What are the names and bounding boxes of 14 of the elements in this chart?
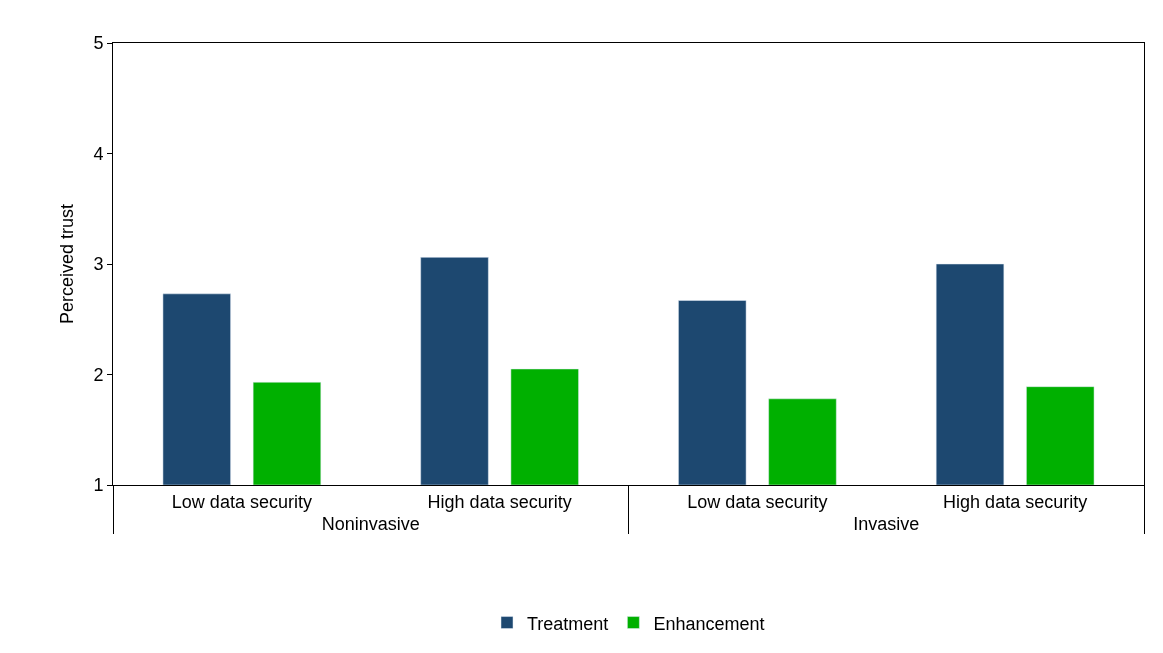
x-tick-label: High data security — [943, 491, 1088, 512]
x-tick-label: High data security — [427, 491, 572, 512]
legend-label: Enhancement — [653, 613, 765, 634]
text: Invasive — [853, 513, 920, 534]
legend-label: Treatment — [527, 613, 609, 634]
y-tick-label: 2 — [93, 364, 104, 385]
y-tick-label: 4 — [93, 143, 104, 164]
y-tick-label: 1 — [93, 475, 104, 496]
x-tick-label: Low data security — [687, 491, 828, 512]
y-tick-label: 5 — [93, 33, 104, 54]
y-axis-title: Perceived trust — [56, 203, 77, 325]
x-tick-label: Low data security — [171, 491, 312, 512]
y-tick-label: 3 — [93, 254, 104, 275]
text: Noninvasive — [321, 513, 420, 534]
